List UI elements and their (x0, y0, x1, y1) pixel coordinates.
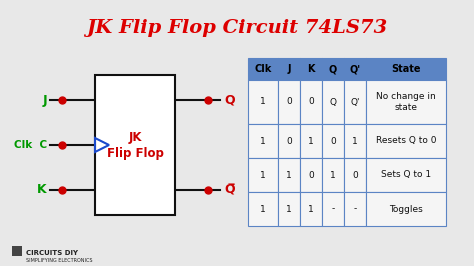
Text: Q: Q (329, 64, 337, 74)
Bar (248, 58, 278, 80)
Text: 1: 1 (260, 205, 266, 214)
Text: Q': Q' (349, 64, 361, 74)
Bar (366, 124, 446, 158)
Text: J: J (42, 94, 47, 107)
Bar (300, 124, 322, 158)
Text: State: State (391, 64, 421, 74)
Text: Flip Flop: Flip Flop (107, 147, 164, 160)
Text: 1: 1 (260, 136, 266, 146)
Bar (344, 158, 366, 192)
Text: 0: 0 (352, 171, 358, 180)
Bar (300, 80, 322, 124)
Bar (322, 58, 344, 80)
Text: 1: 1 (330, 171, 336, 180)
Bar (278, 158, 300, 192)
Bar (248, 80, 278, 124)
Text: 1: 1 (260, 98, 266, 106)
Bar (278, 124, 300, 158)
Bar (344, 124, 366, 158)
Text: Clk  C: Clk C (14, 140, 47, 150)
Bar (366, 58, 446, 80)
Bar (95, 75, 175, 215)
Text: SIMPLIFYING ELECTRONICS: SIMPLIFYING ELECTRONICS (26, 257, 92, 263)
Text: -: - (354, 205, 356, 214)
Bar (12, 246, 22, 256)
Bar (322, 80, 344, 124)
Text: Toggles: Toggles (389, 205, 423, 214)
Bar (300, 158, 322, 192)
Text: 1: 1 (308, 205, 314, 214)
Text: No change in
state: No change in state (376, 92, 436, 112)
Bar (300, 192, 322, 226)
Text: K: K (307, 64, 315, 74)
Text: -: - (331, 205, 335, 214)
Text: 0: 0 (308, 98, 314, 106)
Text: 1: 1 (352, 136, 358, 146)
Text: 1: 1 (286, 171, 292, 180)
Bar (322, 124, 344, 158)
Text: JK Flip Flop Circuit 74LS73: JK Flip Flop Circuit 74LS73 (86, 19, 388, 37)
Text: Resets Q to 0: Resets Q to 0 (376, 136, 436, 146)
Bar (366, 158, 446, 192)
Bar (344, 192, 366, 226)
Text: 0: 0 (330, 136, 336, 146)
Bar (366, 192, 446, 226)
Bar (278, 58, 300, 80)
Text: Q̅: Q̅ (224, 183, 235, 196)
Text: 1: 1 (260, 171, 266, 180)
Text: Q: Q (224, 94, 235, 107)
Text: Q: Q (329, 98, 337, 106)
Text: Clk: Clk (255, 64, 272, 74)
Bar (366, 80, 446, 124)
Bar (248, 192, 278, 226)
Text: 0: 0 (308, 171, 314, 180)
Text: 1: 1 (308, 136, 314, 146)
Bar (248, 124, 278, 158)
Bar (278, 192, 300, 226)
Bar (344, 58, 366, 80)
Text: 0: 0 (286, 98, 292, 106)
Text: K: K (37, 183, 47, 196)
Bar (322, 192, 344, 226)
Text: 1: 1 (286, 205, 292, 214)
Text: JK: JK (128, 131, 142, 143)
Bar (344, 80, 366, 124)
Bar (322, 158, 344, 192)
Text: CIRCUITS DIY: CIRCUITS DIY (26, 250, 78, 256)
Bar (278, 80, 300, 124)
Bar (248, 158, 278, 192)
Text: 0: 0 (286, 136, 292, 146)
Text: Sets Q to 1: Sets Q to 1 (381, 171, 431, 180)
Bar (300, 58, 322, 80)
Text: J: J (287, 64, 291, 74)
Text: Q': Q' (350, 98, 360, 106)
